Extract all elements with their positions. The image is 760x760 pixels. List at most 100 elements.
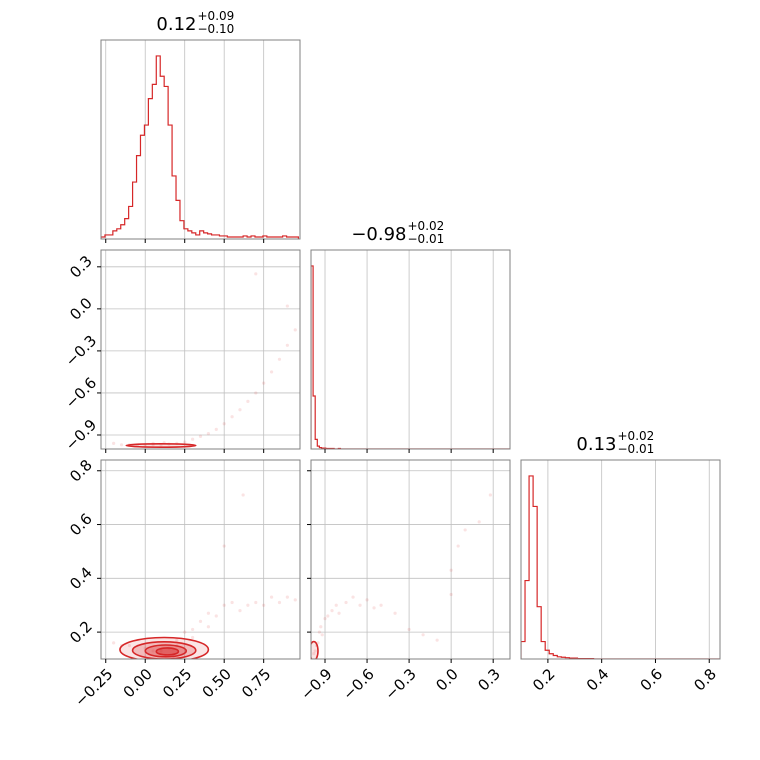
- scatter-p2-p0-point-24: [241, 493, 245, 497]
- scatter-p2-p1-point-6: [320, 633, 324, 637]
- scatter-p1-p0-point-20: [269, 370, 274, 374]
- scatter-p1-p0-point-10: [191, 437, 195, 441]
- xtick-label-1-4: 0.3: [474, 665, 504, 695]
- xtick-label-1-3: 0.0: [432, 665, 462, 695]
- xtick-label-1-2: −0.3: [381, 665, 419, 703]
- title-plus-0: +0.09: [198, 9, 235, 23]
- scatter-p1-p0-point-23: [293, 328, 297, 332]
- scatter-p2-p1-point-7: [323, 617, 327, 621]
- panel-frame-1-1: [310, 249, 511, 450]
- scatter-p2-p0-point-19: [269, 595, 274, 599]
- scatter-p2-p0-point-13: [222, 603, 226, 607]
- scatter-p2-p1-point-24: [463, 528, 467, 532]
- scatter-p2-p0-point-16: [246, 603, 250, 607]
- panel-frame-0-0: [100, 39, 301, 240]
- scatter-p2-p1-point-0: [312, 652, 316, 656]
- scatter-p1-p0-point-19: [262, 381, 266, 385]
- xtick-label-0-0: −0.25: [71, 665, 116, 710]
- scatter-p1-p0-point-18: [254, 391, 258, 395]
- scatter-p1-p0-point-1: [119, 443, 124, 447]
- scatter-p2-p1-point-12: [344, 600, 348, 605]
- scatter-p2-p1-point-8: [326, 614, 330, 618]
- scatter-p1-p0-point-14: [222, 422, 226, 426]
- scatter-p2-p1-point-10: [334, 603, 338, 607]
- xtick-label-1-0: −0.9: [297, 665, 335, 703]
- title-param-2: 0.13 +0.02−0.01: [576, 429, 654, 456]
- scatter-p2-p0-point-27: [206, 625, 210, 629]
- scatter-p2-p0-point-22: [293, 598, 297, 602]
- scatter-p1-p0-point-22: [285, 343, 289, 347]
- scatter-p2-p1-point-14: [358, 603, 362, 607]
- scatter-p1-p0-point-11: [198, 434, 203, 438]
- ytick-label-2-0: 0.2: [66, 617, 96, 647]
- xtick-label-2-3: 0.8: [690, 665, 720, 695]
- scatter-p2-p0-point-8: [183, 630, 187, 634]
- histogram-param-0: [101, 55, 300, 239]
- scatter-p2-p1-point-27: [435, 638, 439, 642]
- histogram-param-1: [311, 265, 510, 449]
- scatter-p2-p0-point-23: [222, 544, 226, 548]
- title-param-0: 0.12 +0.09−0.10: [156, 9, 234, 36]
- title-minus-2: −0.01: [618, 442, 655, 456]
- histogram-param-2: [521, 475, 720, 659]
- scatter-p2-p1-point-22: [449, 568, 453, 572]
- ytick-label-2-1: 0.4: [66, 564, 96, 594]
- xtick-label-0-2: 0.25: [159, 665, 195, 701]
- ytick-label-1-2: −0.3: [62, 332, 100, 370]
- xtick-label-0-1: 0.00: [120, 665, 156, 701]
- scatter-p1-p0-point-12: [206, 431, 210, 436]
- panel-frame-2-2: [520, 459, 721, 660]
- scatter-p2-p1-point-5: [319, 625, 323, 629]
- scatter-p2-p1-point-20: [421, 633, 425, 637]
- scatter-p2-p1-point-16: [372, 606, 376, 610]
- xtick-label-2-2: 0.6: [637, 665, 667, 695]
- scatter-p2-p0-point-26: [175, 638, 179, 642]
- scatter-p2-p1-point-11: [337, 611, 341, 615]
- scatter-p2-p1-point-4: [317, 630, 322, 634]
- xtick-label-2-1: 0.4: [583, 665, 613, 695]
- scatter-p2-p1-point-19: [407, 627, 411, 632]
- scatter-p2-p0-point-11: [206, 611, 210, 615]
- scatter-p2-p1-point-18: [393, 611, 397, 615]
- scatter-p1-p0-point-0: [112, 441, 116, 445]
- scatter-p1-p0-point-21: [277, 357, 282, 361]
- scatter-p1-p0-point-25: [285, 304, 289, 308]
- scatter-p2-p0-point-21: [285, 595, 289, 599]
- scatter-p2-p0-point-20: [277, 600, 282, 605]
- xtick-label-2-0: 0.2: [529, 665, 559, 695]
- scatter-p2-p0-point-25: [191, 635, 195, 640]
- scatter-p1-p0-point-17: [246, 399, 250, 403]
- ytick-label-1-0: −0.9: [62, 416, 100, 454]
- scatter-p2-p1-point-1: [313, 649, 317, 653]
- xtick-label-0-3: 0.50: [199, 665, 235, 701]
- scatter-p2-p0-point-14: [230, 600, 234, 605]
- title-median-1: −0.98: [351, 224, 406, 245]
- scatter-p2-p1-point-25: [477, 520, 481, 524]
- scatter-p2-p1-point-21: [449, 592, 453, 597]
- title-param-1: −0.98 +0.02−0.01: [351, 219, 444, 246]
- title-plus-1: +0.02: [408, 219, 445, 233]
- scatter-p2-p0-point-10: [198, 619, 203, 623]
- scatter-p1-p0-point-13: [214, 427, 218, 431]
- scatter-p2-p0-point-5: [159, 649, 163, 653]
- xtick-label-0-4: 0.75: [238, 665, 274, 701]
- scatter-p2-p1-point-13: [351, 595, 355, 599]
- scatter-p2-p0-point-15: [238, 608, 242, 613]
- scatter-p2-p0-point-2: [127, 643, 132, 648]
- title-median-0: 0.12: [156, 14, 196, 35]
- p1-p0-contour-0: [125, 443, 197, 448]
- title-minus-1: −0.01: [408, 232, 445, 246]
- scatter-p2-p1-point-17: [379, 603, 383, 607]
- ytick-label-1-4: 0.3: [66, 252, 96, 282]
- p2-p0-contour-3: [155, 647, 180, 656]
- panel-frame-2-1: [310, 459, 511, 660]
- scatter-p2-p1-point-15: [365, 598, 369, 602]
- scatter-p2-p1-point-23: [456, 544, 460, 548]
- xtick-label-1-1: −0.6: [339, 665, 377, 703]
- scatter-p1-p0-point-16: [238, 408, 242, 412]
- scatter-p2-p0-point-4: [151, 649, 155, 653]
- panel-frame-2-0: [100, 459, 301, 660]
- ytick-label-1-1: −0.6: [62, 374, 100, 412]
- title-median-2: 0.13: [576, 434, 616, 455]
